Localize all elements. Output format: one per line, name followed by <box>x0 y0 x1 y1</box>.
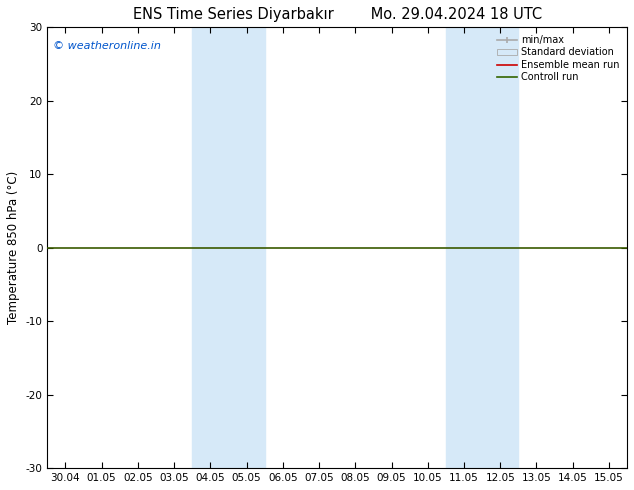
Bar <box>192 27 264 468</box>
Title: ENS Time Series Diyarbakır        Mo. 29.04.2024 18 UTC: ENS Time Series Diyarbakır Mo. 29.04.202… <box>133 7 541 22</box>
Legend: min/max, Standard deviation, Ensemble mean run, Controll run: min/max, Standard deviation, Ensemble me… <box>493 31 623 86</box>
Bar <box>446 27 519 468</box>
Text: © weatheronline.in: © weatheronline.in <box>53 41 161 50</box>
Y-axis label: Temperature 850 hPa (°C): Temperature 850 hPa (°C) <box>7 171 20 324</box>
